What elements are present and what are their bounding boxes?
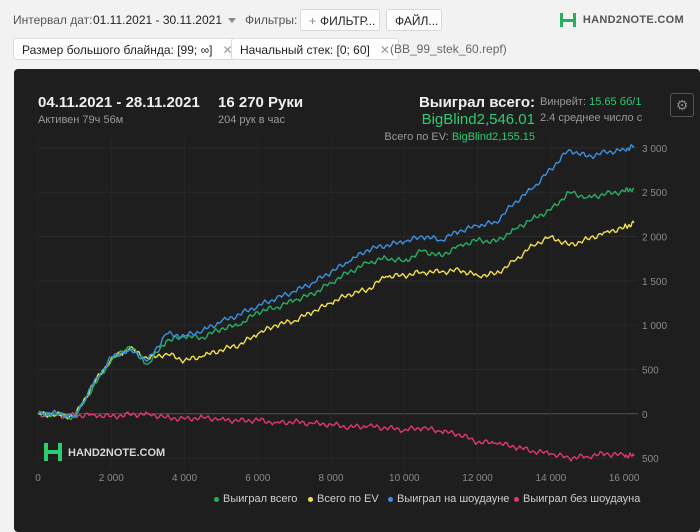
filter-bar: Интервал дат: 01.11.2021 - 30.11.2021 Фи…	[0, 0, 700, 70]
x-tick-label: 8 000	[319, 473, 344, 484]
legend-label: Выиграл без шоудауна	[523, 493, 641, 505]
x-tick-label: 16 000	[609, 473, 640, 484]
x-tick-label: 12 000	[462, 473, 493, 484]
chart-grid	[37, 139, 638, 467]
ev-value: BigBlind2,155.15	[451, 131, 535, 143]
hand2note-logo-icon	[559, 13, 576, 27]
x-tick-label: 10 000	[389, 473, 420, 484]
chart-watermark: HAND2NOTE.COM	[44, 443, 165, 461]
y-tick-label: 2 000	[642, 233, 667, 244]
won-total-label: Выиграл всего:	[418, 94, 535, 111]
y-tick-label: 0	[642, 410, 648, 421]
legend-label: Всего по EV	[317, 493, 379, 505]
y-tick-label: 1 500	[642, 277, 667, 288]
series-line	[37, 220, 635, 420]
profit-chart: 3 000 2 500 2 000 1 500 1 000 500 0 500 0 2 000 4…	[35, 139, 667, 484]
close-icon[interactable]: ✕	[379, 43, 390, 57]
x-tick-label: 0	[35, 473, 41, 484]
winrate-value: 15.65 бб/1	[589, 96, 642, 108]
hands-count: 16 270 Руки	[218, 94, 304, 111]
series-line	[37, 144, 635, 419]
avg-line: 2.4 среднее число с	[540, 112, 643, 124]
legend-marker	[388, 496, 393, 502]
file-button-label: ФАЙЛ...	[395, 14, 439, 28]
file-button[interactable]: ФАЙЛ...	[386, 9, 442, 31]
filter-chip-stack[interactable]: Начальный стек: [0; 60] ✕	[231, 38, 399, 60]
legend-marker	[308, 496, 313, 502]
date-range: 04.11.2021 - 28.11.2021	[38, 94, 200, 111]
filter-chip-bigblind[interactable]: Размер большого блайнда: [99; ∞] ✕	[13, 38, 242, 60]
x-tick-label: 14 000	[536, 473, 567, 484]
y-tick-label: 2 500	[642, 188, 667, 199]
hand2note-logo: HAND2NOTE.COM	[559, 12, 684, 28]
watermark-text: HAND2NOTE.COM	[68, 447, 165, 459]
y-tick-label: 500	[642, 454, 659, 465]
x-tick-label: 6 000	[245, 473, 270, 484]
series-line	[37, 187, 635, 421]
hands-stat: 16 270 Руки 204 рук в час	[218, 94, 303, 126]
ev-label: Всего по EV:	[384, 131, 449, 143]
date-interval-select[interactable]: 01.11.2021 - 30.11.2021	[93, 13, 236, 27]
filter-button-label: ФИЛЬТР...	[320, 14, 376, 28]
filter-chip-label: Начальный стек: [0; 60]	[240, 43, 370, 57]
logo-text: HAND2NOTE.COM	[582, 14, 684, 26]
winrate-label: Винрейт:	[540, 96, 587, 108]
legend-item-non-showdown[interactable]: Выиграл без шоудауна	[514, 493, 640, 505]
y-axis-ticks: 3 000 2 500 2 000 1 500 1 000 500 0 500	[642, 144, 667, 465]
date-interval-label: Интервал дат:	[13, 13, 93, 27]
filter-chip-label: Размер большого блайнда: [99; ∞]	[22, 43, 213, 57]
filters-label: Фильтры:	[245, 13, 298, 27]
x-axis-ticks: 0 2 000 4 000 6 000 8 000 10 000 12 000 14 000 1…	[35, 473, 640, 484]
gear-icon[interactable]: ⚙	[670, 93, 694, 117]
legend-item-showdown[interactable]: Выиграл на шоудауне	[388, 493, 509, 505]
filter-button[interactable]: + ФИЛЬТР...	[300, 9, 380, 31]
hands-per-hour: 204 рук в час	[218, 114, 286, 126]
legend-item-won-total[interactable]: Выиграл всего	[214, 493, 297, 505]
winrate-stat: Винрейт: 15.65 бб/1 2.4 среднее число с	[540, 96, 650, 124]
x-tick-label: 2 000	[99, 473, 124, 484]
legend-marker	[214, 496, 219, 502]
legend-item-ev[interactable]: Всего по EV	[308, 493, 379, 505]
series-line	[37, 411, 635, 462]
date-range-stat: 04.11.2021 - 28.11.2021 Активен 79ч 56м	[38, 94, 200, 126]
won-total-value: BigBlind2,546.01	[421, 111, 535, 128]
y-tick-label: 3 000	[642, 144, 667, 155]
active-time: Активен 79ч 56м	[38, 114, 124, 126]
report-panel: 04.11.2021 - 28.11.2021 Активен 79ч 56м …	[14, 69, 700, 532]
chevron-down-icon	[228, 18, 236, 24]
legend-marker	[514, 496, 519, 502]
x-tick-label: 4 000	[172, 473, 197, 484]
plus-icon: +	[309, 14, 317, 28]
y-tick-label: 1 000	[642, 321, 667, 332]
y-tick-label: 500	[642, 365, 659, 376]
winnings-stat: Выиграл всего: BigBlind2,546.01 Всего по…	[322, 94, 535, 143]
date-interval-value: 01.11.2021 - 30.11.2021	[93, 13, 222, 27]
close-icon[interactable]: ✕	[222, 43, 233, 57]
legend-label: Выиграл на шоудауне	[397, 493, 510, 505]
legend-label: Выиграл всего	[223, 493, 298, 505]
report-file-name: (BB_99_stek_60.repf)	[390, 42, 507, 56]
chart-series	[37, 144, 635, 462]
